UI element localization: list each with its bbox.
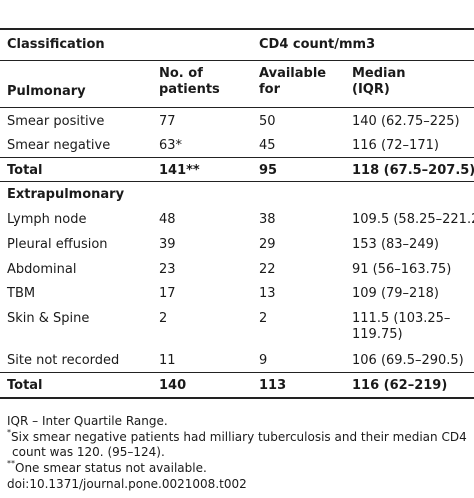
row-patients: 77 (159, 114, 176, 129)
row-available: 9 (259, 353, 268, 368)
row-patients: 63* (159, 138, 183, 153)
row-median: 116 (62–219) (352, 378, 448, 393)
row-name: Site not recorded (7, 353, 120, 368)
row-median: 140 (62.75–225) (352, 114, 460, 129)
footnote-star-cont: count was 120. (95–124). (12, 445, 165, 459)
row-name: Pleural effusion (7, 237, 108, 252)
header-pulmonary: Pulmonary (7, 84, 86, 99)
row-patients: 39 (159, 237, 176, 252)
row-available: 45 (259, 138, 276, 153)
footnote-star: *Six smear negative patients had milliar… (7, 428, 467, 445)
row-available: 13 (259, 286, 276, 301)
footnote-doi: doi:10.1371/journal.pone.0021008.t002 (7, 477, 247, 491)
row-name: TBM (7, 286, 36, 301)
row-median: 111.5 (103.25– (352, 311, 451, 326)
row-median: 109.5 (58.25–221.2) (352, 212, 474, 227)
footnote-star-text: Six smear negative patients had milliary… (11, 430, 467, 444)
row-patients: 2 (159, 311, 168, 326)
row-available: 113 (259, 378, 287, 393)
extrapulmonary-total-rule (0, 372, 474, 373)
row-median: 116 (72–171) (352, 138, 439, 153)
pulmonary-total-bottom-rule (0, 181, 474, 182)
pulmonary-total-rule (0, 157, 474, 158)
footnote-star-mark: * (7, 428, 11, 437)
row-name: Abdominal (7, 262, 77, 277)
row-median: 118 (67.5–207.5) (352, 163, 474, 178)
footnote-iqr: IQR – Inter Quartile Range. (7, 414, 168, 428)
row-available: 50 (259, 114, 276, 129)
table-bottom-rule (0, 397, 474, 399)
section-extrapulmonary: Extrapulmonary (7, 187, 125, 202)
footnote-dstar-mark: ** (7, 459, 15, 468)
row-name: Total (7, 378, 43, 393)
row-available: 29 (259, 237, 276, 252)
header-available-1: Available (259, 66, 327, 81)
row-name: Total (7, 163, 43, 178)
row-patients: 11 (159, 353, 176, 368)
row-name: Smear negative (7, 138, 111, 153)
header-no-of-patients-2: patients (159, 82, 220, 97)
row-name: Smear positive (7, 114, 105, 129)
row-patients: 48 (159, 212, 176, 227)
row-available: 95 (259, 163, 278, 178)
footnote-dstar-text: One smear status not available. (15, 461, 207, 475)
footnote-dstar: **One smear status not available. (7, 459, 207, 476)
header-median-2: (IQR) (352, 82, 390, 97)
header-classification: Classification (7, 37, 105, 52)
row-available: 2 (259, 311, 268, 326)
row-median: 106 (69.5–290.5) (352, 353, 464, 368)
header-bottom-rule (0, 107, 474, 108)
header-cd4-count: CD4 count/mm3 (259, 37, 376, 52)
row-patients: 140 (159, 378, 187, 393)
header-available-2: for (259, 82, 280, 97)
row-name: Lymph node (7, 212, 87, 227)
row-patients: 141** (159, 163, 200, 178)
row-available: 38 (259, 212, 276, 227)
row-patients: 23 (159, 262, 176, 277)
header-divider (0, 60, 474, 61)
row-patients: 17 (159, 286, 176, 301)
row-median-cont: 119.75) (352, 327, 403, 342)
row-median: 109 (79–218) (352, 286, 439, 301)
row-available: 22 (259, 262, 276, 277)
header-median-1: Median (352, 66, 406, 81)
header-no-of-patients-1: No. of (159, 66, 203, 81)
row-median: 153 (83–249) (352, 237, 439, 252)
row-median: 91 (56–163.75) (352, 262, 452, 277)
row-name: Skin & Spine (7, 311, 90, 326)
top-rule (0, 28, 474, 30)
